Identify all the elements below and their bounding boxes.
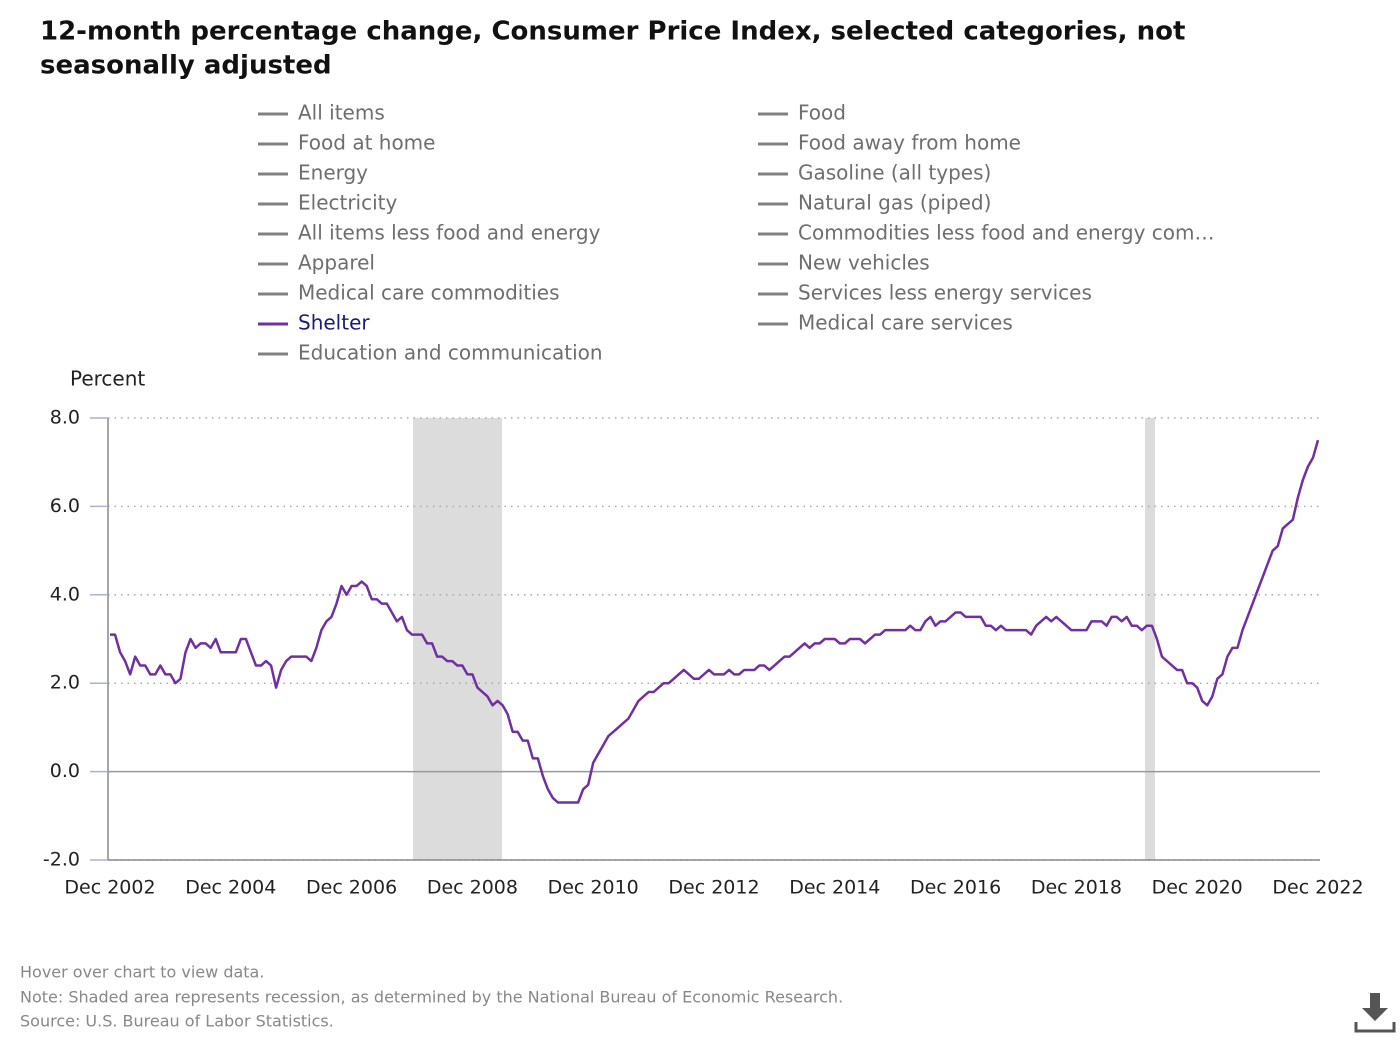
legend-item[interactable]: Services less energy services: [758, 281, 1092, 305]
recession-shading: [413, 418, 502, 860]
y-axis-label: Percent: [70, 367, 145, 391]
legend-label: Food at home: [298, 131, 435, 155]
x-tick-label: Dec 2010: [548, 877, 639, 899]
legend-item[interactable]: Food: [758, 101, 846, 125]
x-tick-label: Dec 2014: [789, 877, 880, 899]
legend-label: Food away from home: [798, 131, 1021, 155]
legend-label: Food: [798, 101, 846, 125]
legend-item[interactable]: All items: [258, 101, 385, 125]
chart-title: seasonally adjusted: [40, 51, 332, 81]
legend-item[interactable]: New vehicles: [758, 251, 930, 275]
legend-item[interactable]: Food at home: [258, 131, 435, 155]
legend-item[interactable]: Medical care services: [758, 311, 1013, 335]
legend-label: Commodities less food and energy com…: [798, 221, 1215, 245]
legend-label: Medical care services: [798, 311, 1013, 335]
legend-label: All items: [298, 101, 385, 125]
legend-label: Shelter: [298, 311, 370, 335]
x-tick-label: Dec 2020: [1152, 877, 1243, 899]
legend-label: New vehicles: [798, 251, 930, 275]
legend-item[interactable]: Apparel: [258, 251, 375, 275]
legend-label: All items less food and energy: [298, 221, 601, 245]
x-tick-label: Dec 2004: [185, 877, 276, 899]
legend-item[interactable]: Commodities less food and energy com…: [758, 221, 1215, 245]
x-tick-label: Dec 2018: [1031, 877, 1122, 899]
download-icon: [1362, 993, 1388, 1021]
download-button[interactable]: [1352, 990, 1396, 1034]
legend-label: Services less energy services: [798, 281, 1092, 305]
legend-item[interactable]: Natural gas (piped): [758, 191, 991, 215]
legend-label: Natural gas (piped): [798, 191, 991, 215]
download-icon: [1354, 1022, 1396, 1033]
legend-item[interactable]: Education and communication: [258, 341, 603, 365]
legend-item[interactable]: All items less food and energy: [258, 221, 601, 245]
recession-shading: [1145, 418, 1155, 860]
legend-label: Medical care commodities: [298, 281, 559, 305]
legend-label: Electricity: [298, 191, 398, 215]
legend-label: Gasoline (all types): [798, 161, 991, 185]
y-tick-label: 6.0: [50, 495, 80, 517]
legend-item[interactable]: Gasoline (all types): [758, 161, 991, 185]
legend: All items Food Food at home Food away from …: [258, 101, 1215, 365]
note: Note: Shaded area represents recession, …: [20, 988, 843, 1007]
legend-item[interactable]: Shelter: [258, 311, 370, 335]
legend-label: Energy: [298, 161, 368, 185]
legend-item[interactable]: Electricity: [258, 191, 398, 215]
x-tick-label: Dec 2016: [910, 877, 1001, 899]
x-tick-label: Dec 2006: [306, 877, 397, 899]
y-tick-label: 4.0: [50, 583, 80, 605]
plot-area[interactable]: [108, 417, 1320, 861]
legend-label: Education and communication: [298, 341, 603, 365]
legend-item[interactable]: Food away from home: [758, 131, 1021, 155]
data-line: [110, 439, 1320, 804]
legend-item[interactable]: Energy: [258, 161, 368, 185]
y-tick-label: 0.0: [50, 760, 80, 782]
note: Source: U.S. Bureau of Labor Statistics.: [20, 1012, 334, 1031]
note: Hover over chart to view data.: [20, 963, 264, 982]
chart-title: 12-month percentage change, Consumer Pri…: [40, 17, 1185, 47]
x-tick-label: Dec 2008: [427, 877, 518, 899]
x-tick-label: Dec 2022: [1272, 877, 1363, 899]
legend-label: Apparel: [298, 251, 375, 275]
y-tick-label: -2.0: [43, 849, 80, 871]
y-tick-label: 8.0: [50, 407, 80, 429]
legend-item[interactable]: Medical care commodities: [258, 281, 559, 305]
x-tick-label: Dec 2012: [668, 877, 759, 899]
y-tick-label: 2.0: [50, 672, 80, 694]
x-tick-label: Dec 2002: [64, 877, 155, 899]
